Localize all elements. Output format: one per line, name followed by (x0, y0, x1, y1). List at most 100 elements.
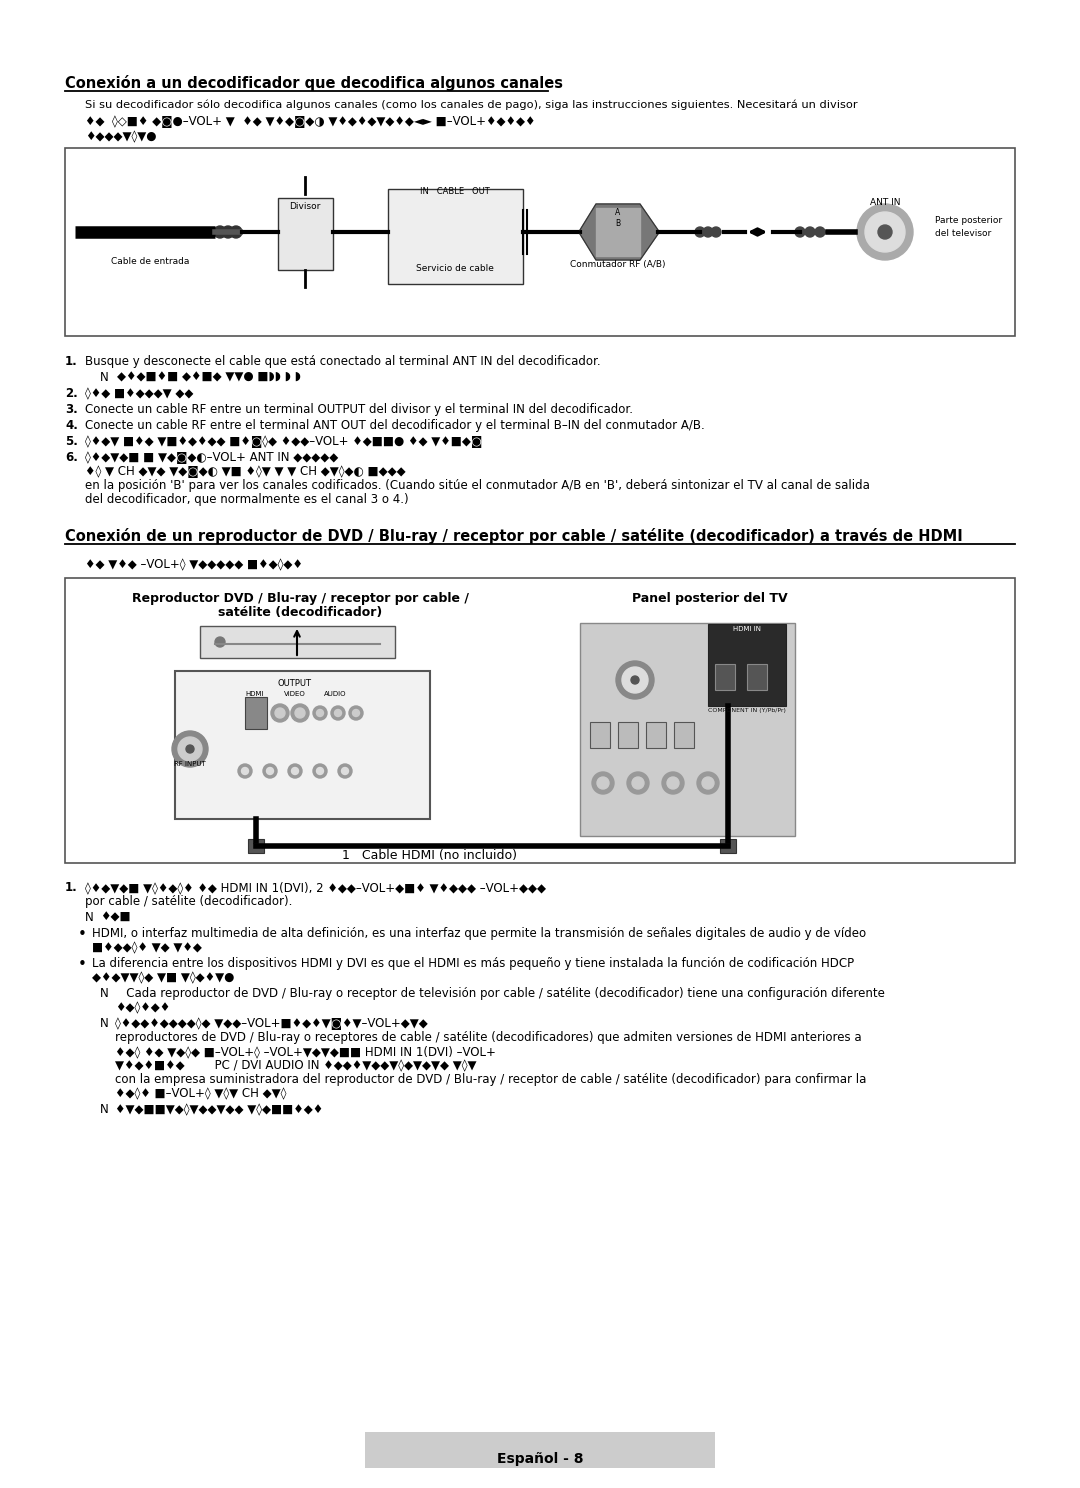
Text: 5.: 5. (65, 434, 78, 448)
Circle shape (215, 637, 225, 647)
Circle shape (222, 226, 234, 238)
Circle shape (815, 228, 825, 237)
Text: N: N (100, 987, 109, 1000)
Text: ♦◆◊♦ ■–VOL+◊ ▼◊▼ CH ◆▼◊: ♦◆◊♦ ■–VOL+◊ ▼◊▼ CH ◆▼◊ (114, 1088, 286, 1100)
Circle shape (330, 705, 345, 720)
Bar (618, 722, 638, 748)
Circle shape (292, 768, 298, 774)
Circle shape (242, 768, 248, 774)
Bar (674, 722, 694, 748)
Circle shape (291, 704, 309, 722)
Text: N: N (100, 371, 109, 384)
Text: ♦◆◊♦◆♦: ♦◆◊♦◆♦ (114, 1001, 171, 1013)
Bar (200, 626, 395, 658)
Bar (278, 198, 333, 269)
Circle shape (313, 705, 327, 720)
Text: Conecte un cable RF entre el terminal ANT OUT del decodificador y el terminal B–: Conecte un cable RF entre el terminal AN… (85, 420, 705, 432)
Text: Español - 8: Español - 8 (497, 1452, 583, 1466)
Bar (590, 722, 610, 748)
Circle shape (295, 708, 305, 719)
Text: 1.: 1. (65, 881, 78, 894)
Text: 2.: 2. (65, 387, 78, 400)
Circle shape (335, 710, 341, 717)
Bar (245, 696, 267, 729)
Bar (388, 189, 523, 284)
Text: del decodificador, que normalmente es el canal 3 o 4.): del decodificador, que normalmente es el… (85, 493, 408, 506)
Text: ANT IN: ANT IN (869, 198, 901, 207)
Text: Cable de entrada: Cable de entrada (111, 257, 189, 266)
Text: ◊♦◆▼◆■ ▼◊♦◆◊♦ ♦◆ HDMI IN 1(DVI), 2 ♦◆◆–VOL+◆■♦ ▼♦◆◆◆ –VOL+◆◆◆: ◊♦◆▼◆■ ▼◊♦◆◊♦ ♦◆ HDMI IN 1(DVI), 2 ♦◆◆–V… (85, 881, 546, 894)
Text: ◊♦◆◆♦◆◆◆◆◊◆ ▼◆◆–VOL+■♦◆♦▼◙♦▼–VOL+◆▼◆: ◊♦◆◆♦◆◆◆◆◊◆ ▼◆◆–VOL+■♦◆♦▼◙♦▼–VOL+◆▼◆ (114, 1016, 428, 1030)
Text: ▼♦◆♦■♦◆        PC / DVI AUDIO IN ♦◆◆♦▼◆◆▼◊◆▼◆▼◆ ▼◊▼: ▼♦◆♦■♦◆ PC / DVI AUDIO IN ♦◆◆♦▼◆◆▼◊◆▼◆▼◆… (114, 1059, 476, 1071)
Text: Servicio de cable: Servicio de cable (416, 263, 494, 272)
Text: Cada reproductor de DVD / Blu-ray o receptor de televisión por cable / satélite : Cada reproductor de DVD / Blu-ray o rece… (114, 987, 885, 1000)
Text: satélite (decodificador): satélite (decodificador) (218, 606, 382, 619)
Bar (65, 577, 1015, 863)
Circle shape (341, 768, 349, 774)
Text: HDMI: HDMI (246, 690, 265, 696)
Circle shape (271, 704, 289, 722)
Text: Parte posterior
del televisor: Parte posterior del televisor (935, 216, 1002, 238)
Circle shape (349, 705, 363, 720)
Bar (715, 664, 735, 690)
Text: N: N (100, 1016, 109, 1030)
Text: ♦◆■: ♦◆■ (100, 911, 131, 924)
Text: HDMI IN: HDMI IN (733, 626, 761, 632)
Circle shape (711, 228, 721, 237)
Circle shape (592, 772, 615, 795)
Text: con la empresa suministradora del reproductor de DVD / Blu-ray / receptor de cab: con la empresa suministradora del reprod… (114, 1073, 866, 1086)
Bar (65, 147, 1015, 336)
Text: •: • (78, 957, 86, 972)
Circle shape (622, 667, 648, 693)
Circle shape (697, 772, 719, 795)
Text: A
B: A B (616, 208, 621, 228)
Text: ◊♦◆ ■♦◆◆◆▼ ◆◆: ◊♦◆ ■♦◆◆◆▼ ◆◆ (85, 387, 193, 400)
Circle shape (313, 763, 327, 778)
Text: 4.: 4. (65, 420, 78, 432)
Circle shape (264, 763, 276, 778)
Circle shape (338, 763, 352, 778)
Circle shape (178, 737, 202, 760)
Text: Busque y desconecte el cable que está conectado al terminal ANT IN del decodific: Busque y desconecte el cable que está co… (85, 356, 600, 368)
Circle shape (316, 768, 324, 774)
Text: Conecte un cable RF entre un terminal OUTPUT del divisor y el terminal IN del de: Conecte un cable RF entre un terminal OU… (85, 403, 633, 417)
Circle shape (667, 777, 679, 789)
Circle shape (696, 228, 705, 237)
Circle shape (631, 676, 639, 684)
Text: OUTPUT: OUTPUT (278, 679, 312, 687)
Text: 1.: 1. (65, 356, 78, 368)
Bar (365, 1431, 715, 1469)
Text: Reproductor DVD / Blu-ray / receptor por cable /: Reproductor DVD / Blu-ray / receptor por… (132, 592, 469, 606)
Text: IN   CABLE   OUT: IN CABLE OUT (420, 187, 490, 196)
Text: ♦◆ ▼♦◆ –VOL+◊ ▼◆◆◆◆◆ ■♦◆◊◆♦: ♦◆ ▼♦◆ –VOL+◊ ▼◆◆◆◆◆ ■♦◆◊◆♦ (85, 558, 302, 571)
Circle shape (662, 772, 684, 795)
Text: Conmutador RF (A/B): Conmutador RF (A/B) (570, 260, 665, 269)
Text: en la posición 'B' para ver los canales codificados. (Cuando sitúe el conmutador: en la posición 'B' para ver los canales … (85, 479, 869, 493)
Bar (747, 664, 767, 690)
Bar (708, 623, 786, 705)
Circle shape (878, 225, 892, 240)
Bar (646, 722, 666, 748)
Text: Si su decodificador sólo decodifica algunos canales (como los canales de pago), : Si su decodificador sólo decodifica algu… (85, 100, 858, 110)
Circle shape (702, 777, 714, 789)
Text: por cable / satélite (decodificador).: por cable / satélite (decodificador). (85, 894, 293, 908)
Bar (580, 623, 795, 836)
Text: VIDEO: VIDEO (284, 690, 306, 696)
Text: ♦◆◊ ♦◆ ▼◆◊◆ ■–VOL+◊ –VOL+▼◆▼◆■■ HDMI IN 1(DVI) –VOL+: ♦◆◊ ♦◆ ▼◆◊◆ ■–VOL+◊ –VOL+▼◆▼◆■■ HDMI IN … (114, 1045, 496, 1058)
Text: Divisor: Divisor (289, 202, 321, 211)
Text: Conexión de un reproductor de DVD / Blu-ray / receptor por cable / satélite (dec: Conexión de un reproductor de DVD / Blu-… (65, 528, 962, 545)
Text: ◆♦◆■♦■ ◆♦■◆ ▼▼● ■◗◗ ◗ ◗: ◆♦◆■♦■ ◆♦■◆ ▼▼● ■◗◗ ◗ ◗ (117, 371, 301, 384)
Circle shape (795, 228, 805, 237)
Circle shape (267, 768, 273, 774)
Circle shape (238, 763, 252, 778)
Text: ◊♦◆▼◆■ ■ ▼◆◙◆◐–VOL+ ANT IN ◆◆◆◆◆: ◊♦◆▼◆■ ■ ▼◆◙◆◐–VOL+ ANT IN ◆◆◆◆◆ (85, 451, 338, 464)
Circle shape (703, 228, 713, 237)
Text: •: • (78, 927, 86, 942)
Text: AUDIO: AUDIO (324, 690, 347, 696)
Text: ◊♦◆▼ ■♦◆ ▼■♦◆♦◆◆ ■♦◙◊◆ ♦◆◆–VOL+ ♦◆■■● ♦◆ ▼♦■◆◙: ◊♦◆▼ ■♦◆ ▼■♦◆♦◆◆ ■♦◙◊◆ ♦◆◆–VOL+ ♦◆■■● ♦◆… (85, 434, 483, 448)
Circle shape (352, 710, 360, 717)
Circle shape (230, 226, 242, 238)
Text: Conexión a un decodificador que decodifica algunos canales: Conexión a un decodificador que decodifi… (65, 74, 563, 91)
Circle shape (858, 204, 913, 260)
Circle shape (214, 226, 226, 238)
